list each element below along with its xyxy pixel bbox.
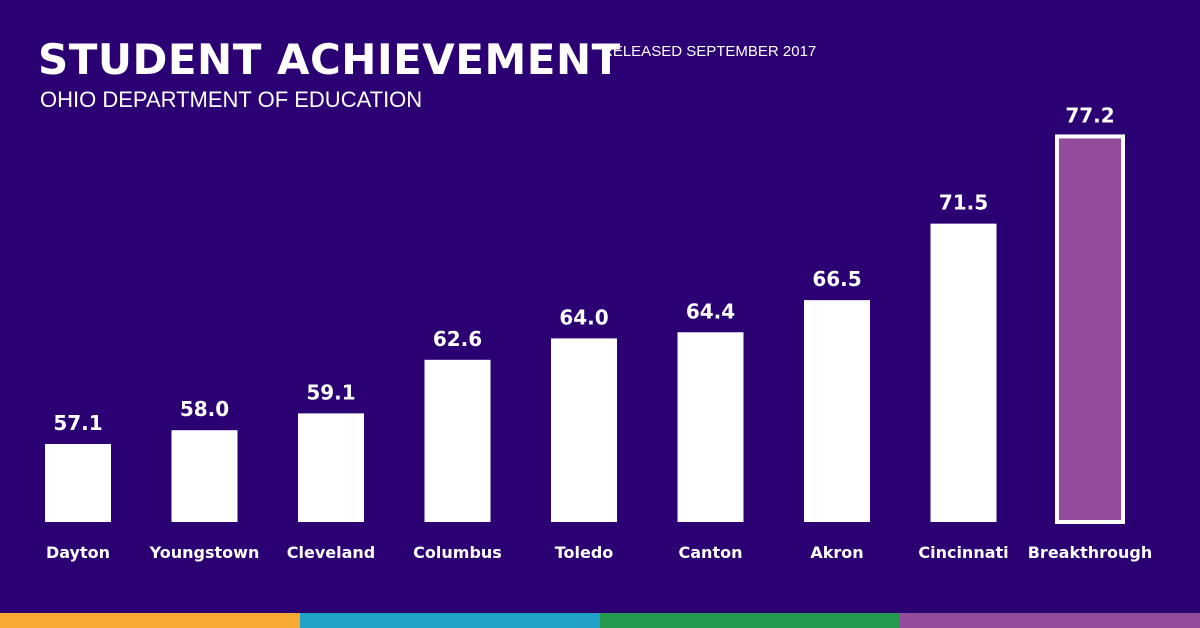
chart-title: STUDENT ACHIEVEMENT — [38, 35, 621, 84]
value-label-canton: 64.4 — [686, 299, 735, 323]
value-label-breakthrough: 77.2 — [1065, 103, 1114, 127]
bar-cleveland — [298, 413, 364, 522]
value-label-columbus: 62.6 — [433, 327, 482, 351]
category-label-breakthrough: Breakthrough — [1028, 543, 1153, 562]
footer-color-stripe — [0, 613, 1200, 628]
value-label-akron: 66.5 — [812, 267, 861, 291]
bar-columbus — [424, 359, 491, 522]
footer-stripe-2 — [300, 613, 600, 628]
category-label-youngstown: Youngstown — [149, 543, 260, 562]
category-label-cleveland: Cleveland — [287, 543, 375, 562]
value-label-dayton: 57.1 — [53, 411, 102, 435]
category-label-canton: Canton — [679, 543, 743, 562]
bar-akron — [804, 300, 870, 522]
value-label-cincinnati: 71.5 — [939, 191, 988, 215]
bar-dayton — [45, 443, 111, 522]
chart-subtitle: OHIO DEPARTMENT OF EDUCATION — [40, 87, 423, 112]
bar-toledo — [551, 338, 617, 522]
bar-cincinnati — [930, 223, 997, 522]
bar-canton — [677, 332, 744, 522]
footer-stripe-4 — [900, 613, 1200, 628]
category-label-dayton: Dayton — [46, 543, 110, 562]
bar-breakthrough — [1055, 134, 1125, 524]
bar-youngstown — [171, 430, 238, 522]
category-label-cincinnati: Cincinnati — [918, 543, 1008, 562]
value-label-cleveland: 59.1 — [306, 380, 355, 404]
footer-stripe-3 — [600, 613, 900, 628]
category-label-akron: Akron — [810, 543, 863, 562]
category-label-toledo: Toledo — [555, 543, 614, 562]
value-label-youngstown: 58.0 — [180, 397, 229, 421]
category-label-columbus: Columbus — [413, 543, 502, 562]
footer-stripe-1 — [0, 613, 300, 628]
value-label-toledo: 64.0 — [559, 305, 608, 329]
release-date: RELEASED SEPTEMBER 2017 — [602, 43, 817, 60]
